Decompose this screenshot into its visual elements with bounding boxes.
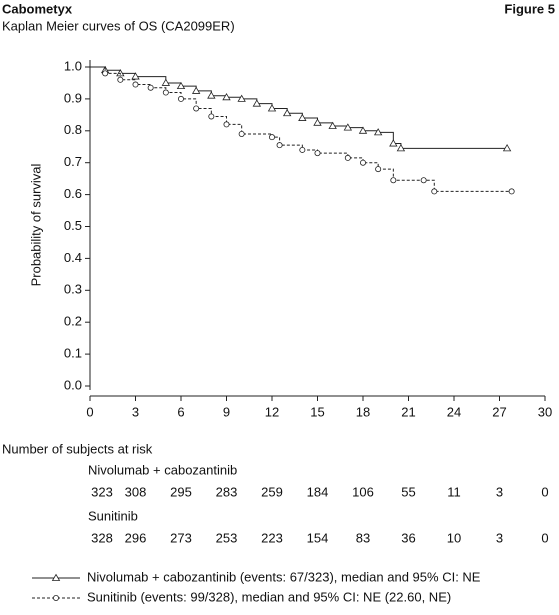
censor-marker <box>343 123 353 131</box>
x-tick-label: 18 <box>356 404 370 419</box>
legend-label: Nivolumab + cabozantinib (events: 67/323… <box>87 569 481 584</box>
y-tick-label: 0.0 <box>64 377 82 392</box>
censor-marker <box>267 104 277 112</box>
censor-marker <box>117 76 124 83</box>
risk-count: 3 <box>496 530 503 545</box>
censor-marker <box>102 70 109 77</box>
y-tick-label: 0.9 <box>64 90 82 105</box>
y-tick-label: 0.3 <box>64 282 82 297</box>
risk-count: 323 <box>91 484 113 499</box>
survival-curve <box>90 66 508 149</box>
y-tick-label: 0.6 <box>64 186 82 201</box>
risk-count: 0 <box>541 530 548 545</box>
censor-marker <box>328 121 337 129</box>
legend-marker <box>53 595 60 602</box>
censor-marker <box>508 188 515 195</box>
risk-count: 296 <box>125 530 147 545</box>
censor-marker <box>390 177 397 184</box>
censor-marker <box>162 89 169 96</box>
risk-count: 308 <box>125 484 147 499</box>
chart-title: Kaplan Meier curves of OS (CA2099ER) <box>2 18 235 33</box>
risk-count: 295 <box>170 484 192 499</box>
censor-marker <box>237 94 246 102</box>
risk-count: 273 <box>170 530 192 545</box>
y-axis-label: Probability of survival <box>28 163 43 286</box>
legend-label: Sunitinib (events: 99/328), median and 9… <box>87 589 451 604</box>
y-tick-label: 1.0 <box>64 58 82 73</box>
risk-count: 184 <box>307 484 329 499</box>
x-tick-label: 6 <box>177 404 184 419</box>
legend-marker <box>51 573 61 581</box>
risk-count: 154 <box>307 530 329 545</box>
x-tick-label: 12 <box>265 404 279 419</box>
y-tick-label: 0.2 <box>64 314 82 329</box>
censor-marker <box>420 177 427 184</box>
censor-marker <box>276 142 283 149</box>
risk-count: 259 <box>261 484 283 499</box>
censor-marker <box>282 108 292 117</box>
x-tick-label: 15 <box>310 404 324 419</box>
censor-marker <box>373 128 383 136</box>
x-tick-label: 9 <box>223 404 230 419</box>
y-tick-label: 0.1 <box>64 346 82 361</box>
censor-marker <box>298 113 307 121</box>
censor-marker <box>193 105 200 112</box>
censor-marker <box>131 72 140 80</box>
x-tick-label: 27 <box>492 404 506 419</box>
censor-marker <box>208 113 215 120</box>
risk-count: 106 <box>352 484 374 499</box>
censor-marker <box>223 121 230 128</box>
censor-marker <box>207 91 216 99</box>
censor-marker <box>177 95 184 102</box>
risk-count: 83 <box>356 530 370 545</box>
y-tick-label: 0.8 <box>64 122 82 137</box>
censor-marker <box>191 86 201 94</box>
risk-group-name: Sunitinib <box>88 508 138 523</box>
risk-count: 253 <box>216 530 238 545</box>
censor-marker <box>396 144 406 152</box>
risk-count: 36 <box>401 530 415 545</box>
risk-count: 11 <box>447 484 461 499</box>
censor-marker <box>147 84 154 91</box>
risk-count: 10 <box>447 530 461 545</box>
risk-count: 0 <box>541 484 548 499</box>
x-tick-label: 30 <box>538 404 552 419</box>
censor-marker <box>238 130 245 137</box>
censor-marker <box>313 118 322 126</box>
risk-table-title: Number of subjects at risk <box>2 441 153 456</box>
figure-label: Figure 5 <box>504 1 555 16</box>
censor-marker <box>389 139 398 147</box>
censor-marker <box>502 144 512 152</box>
brand: Cabometyx <box>2 1 73 16</box>
survival-curve <box>90 66 512 192</box>
censor-marker <box>358 126 368 134</box>
y-tick-label: 0.7 <box>64 154 82 169</box>
censor-marker <box>222 93 231 101</box>
censor-marker <box>375 166 382 173</box>
censor-marker <box>314 150 321 157</box>
x-tick-label: 21 <box>401 404 415 419</box>
risk-count: 223 <box>261 530 283 545</box>
censor-marker <box>431 188 438 195</box>
y-tick-label: 0.4 <box>64 250 82 265</box>
censor-marker <box>176 81 186 90</box>
risk-count: 55 <box>401 484 415 499</box>
x-tick-label: 0 <box>86 404 93 419</box>
risk-count: 283 <box>216 484 238 499</box>
censor-marker <box>359 159 366 166</box>
censor-marker <box>268 134 275 141</box>
y-tick-label: 0.5 <box>64 218 82 233</box>
censor-marker <box>299 146 306 153</box>
censor-marker <box>252 99 262 107</box>
risk-count: 3 <box>496 484 503 499</box>
risk-group-name: Nivolumab + cabozantinib <box>88 462 237 477</box>
x-tick-label: 24 <box>447 404 461 419</box>
censor-marker <box>161 78 171 86</box>
censor-marker <box>132 81 139 88</box>
risk-count: 328 <box>91 530 113 545</box>
x-tick-label: 3 <box>132 404 139 419</box>
censor-marker <box>344 154 351 161</box>
